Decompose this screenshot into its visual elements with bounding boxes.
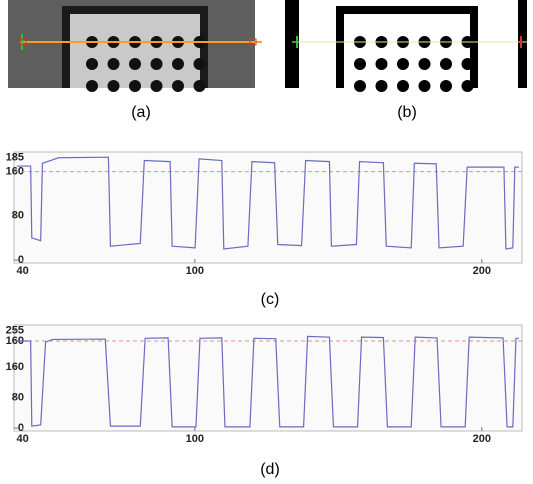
dot bbox=[150, 58, 163, 70]
y-tick-label: 0 bbox=[18, 254, 24, 266]
x-tick-label: 200 bbox=[473, 265, 491, 277]
dot bbox=[193, 80, 206, 92]
x-tick-label: 40 bbox=[16, 433, 28, 445]
dot bbox=[354, 80, 366, 92]
plot-area bbox=[13, 151, 523, 264]
dot bbox=[354, 58, 366, 70]
dot bbox=[461, 58, 474, 70]
chart-caption: (c) bbox=[261, 291, 280, 308]
dot bbox=[107, 80, 120, 92]
dot bbox=[440, 58, 452, 70]
x-tick-label: 40 bbox=[16, 265, 28, 277]
dot bbox=[86, 58, 98, 70]
image-label: (b) bbox=[397, 104, 417, 121]
x-tick-label: 100 bbox=[186, 433, 204, 445]
dot bbox=[172, 58, 184, 70]
dot bbox=[375, 58, 388, 70]
dot bbox=[172, 80, 184, 92]
dot bbox=[440, 80, 452, 92]
dot bbox=[418, 80, 431, 92]
dot bbox=[129, 80, 141, 92]
profile-line bbox=[16, 156, 519, 250]
dot bbox=[375, 80, 388, 92]
dot bbox=[193, 58, 206, 70]
image-label: (a) bbox=[131, 104, 151, 121]
dot bbox=[107, 58, 120, 70]
dot bbox=[86, 80, 98, 92]
x-tick-label: 100 bbox=[186, 265, 204, 277]
dot bbox=[129, 58, 141, 70]
dot bbox=[461, 80, 474, 92]
chart-caption: (d) bbox=[260, 461, 280, 478]
y-tick-label: 0 bbox=[18, 422, 24, 434]
dot bbox=[397, 80, 409, 92]
image-a bbox=[8, 0, 262, 92]
dot bbox=[418, 58, 431, 70]
dot bbox=[397, 58, 409, 70]
x-tick-label: 200 bbox=[473, 433, 491, 445]
dot bbox=[150, 80, 163, 92]
image-b bbox=[285, 0, 527, 92]
profile-line bbox=[16, 335, 519, 428]
